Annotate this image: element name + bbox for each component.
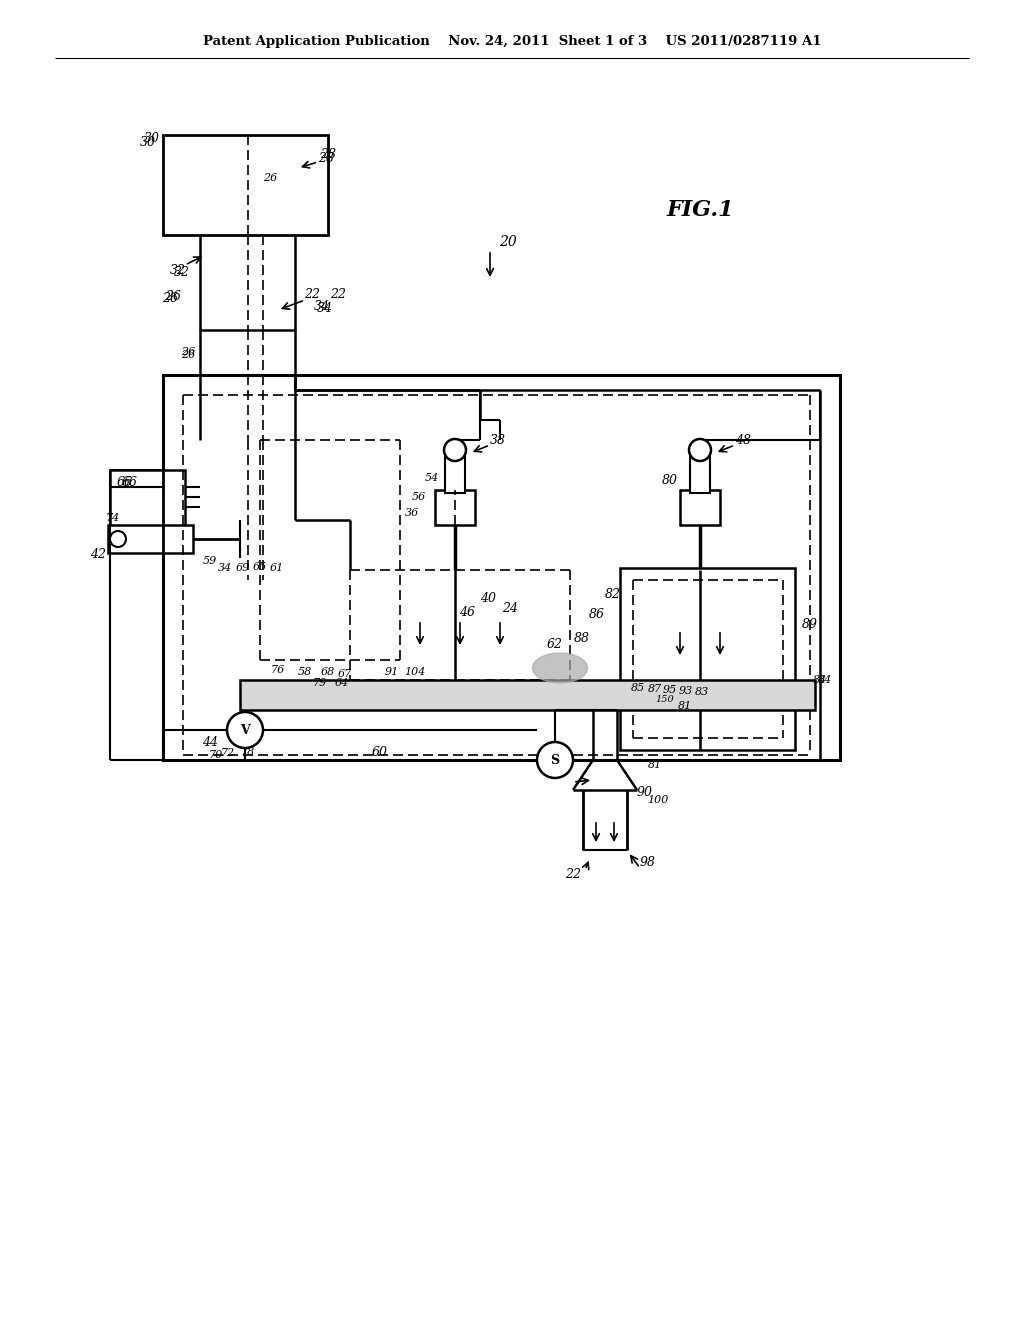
Text: 40: 40 (480, 591, 496, 605)
Text: 34: 34 (218, 564, 232, 573)
Text: V: V (240, 723, 250, 737)
Text: 58: 58 (298, 667, 312, 677)
Circle shape (110, 531, 126, 546)
Text: 87: 87 (648, 684, 663, 694)
Text: 60: 60 (372, 746, 388, 759)
Text: 20: 20 (499, 235, 517, 249)
Text: 89: 89 (802, 619, 818, 631)
Text: 66: 66 (122, 477, 138, 490)
Text: 100: 100 (647, 795, 669, 805)
Text: 78: 78 (241, 747, 255, 756)
Text: 54: 54 (425, 473, 439, 483)
Text: 65: 65 (253, 562, 267, 572)
Bar (108, 525, 193, 553)
Circle shape (444, 440, 466, 461)
Bar (240, 680, 815, 710)
Text: 66: 66 (117, 477, 133, 490)
Text: 28: 28 (318, 153, 334, 165)
Text: 90: 90 (637, 785, 653, 799)
Text: 150: 150 (655, 694, 675, 704)
Text: 52: 52 (548, 768, 564, 781)
Bar (163, 375, 840, 760)
Text: 22: 22 (304, 289, 319, 301)
Text: 93: 93 (679, 686, 693, 696)
Bar (620, 568, 795, 750)
Bar (445, 455, 465, 492)
Text: 32: 32 (174, 265, 190, 279)
Bar (200, 330, 295, 375)
Text: 22: 22 (330, 289, 346, 301)
Text: 64: 64 (335, 678, 349, 688)
Text: 95: 95 (663, 685, 677, 696)
Text: 81: 81 (648, 760, 663, 770)
Text: 68: 68 (321, 667, 335, 677)
Circle shape (537, 742, 573, 777)
Text: 24: 24 (502, 602, 518, 615)
Text: 61: 61 (270, 564, 284, 573)
Bar (163, 135, 328, 235)
Bar (690, 455, 710, 492)
Text: 36: 36 (404, 508, 419, 517)
Text: 98: 98 (640, 855, 656, 869)
Text: 26: 26 (263, 173, 278, 183)
Text: 22: 22 (565, 869, 581, 882)
Text: S: S (551, 754, 559, 767)
Text: 26: 26 (162, 292, 178, 305)
Text: 32: 32 (170, 264, 186, 276)
Text: 42: 42 (90, 549, 106, 561)
Text: 74: 74 (105, 513, 120, 523)
Text: 67: 67 (338, 669, 352, 678)
Text: 30: 30 (144, 132, 160, 144)
Text: 26: 26 (181, 347, 196, 356)
Ellipse shape (532, 653, 588, 682)
Text: 80: 80 (662, 474, 678, 487)
Bar (680, 490, 720, 525)
Text: 26: 26 (181, 350, 196, 360)
Bar (435, 490, 475, 525)
Text: 56: 56 (412, 492, 426, 502)
Text: Patent Application Publication    Nov. 24, 2011  Sheet 1 of 3    US 2011/0287119: Patent Application Publication Nov. 24, … (203, 36, 821, 49)
Text: 84: 84 (818, 675, 833, 685)
Text: 38: 38 (490, 434, 506, 447)
Text: 72: 72 (221, 748, 236, 758)
Text: 44: 44 (202, 735, 218, 748)
Text: 85: 85 (631, 682, 645, 693)
Text: 28: 28 (319, 149, 336, 161)
Text: 70: 70 (209, 750, 223, 760)
Text: 84: 84 (813, 675, 827, 685)
Text: FIG.1: FIG.1 (667, 199, 734, 220)
Text: 83: 83 (695, 686, 710, 697)
Text: 48: 48 (735, 434, 751, 447)
Circle shape (227, 711, 263, 748)
Text: 82: 82 (605, 589, 621, 602)
Text: 76: 76 (271, 665, 285, 675)
Text: 59: 59 (203, 556, 217, 566)
Text: 30: 30 (140, 136, 156, 149)
Text: 34: 34 (314, 300, 330, 313)
Text: 81: 81 (678, 701, 692, 711)
Text: 46: 46 (459, 606, 475, 619)
Text: 69: 69 (236, 564, 250, 573)
Text: 104: 104 (404, 667, 426, 677)
Circle shape (689, 440, 711, 461)
Text: 91: 91 (385, 667, 399, 677)
Text: 34: 34 (317, 301, 333, 314)
Text: 62: 62 (547, 639, 563, 652)
Bar (110, 470, 185, 531)
Text: 26: 26 (165, 289, 181, 302)
Text: 86: 86 (589, 609, 605, 622)
Text: 79: 79 (313, 678, 327, 688)
Text: 88: 88 (574, 631, 590, 644)
